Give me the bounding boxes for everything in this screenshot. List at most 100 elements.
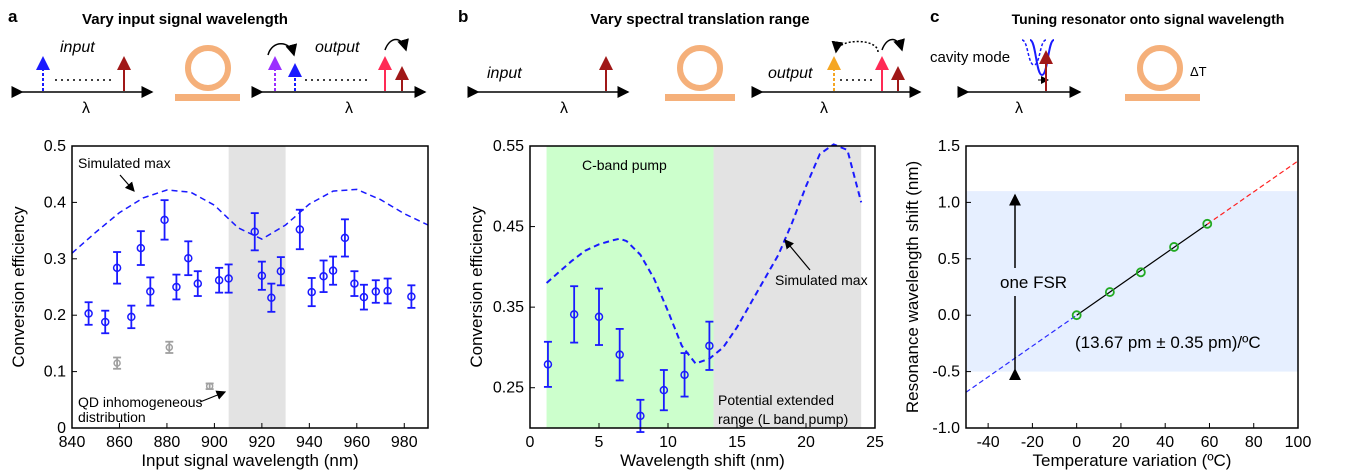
- l-band-region: [713, 146, 862, 428]
- panel-b-output-label: output: [768, 65, 813, 82]
- data-point: [569, 310, 579, 319]
- x-axis-label: Wavelength shift (nm): [620, 451, 785, 470]
- x-axis-label: Input signal wavelength (nm): [141, 451, 358, 470]
- annotation-simulated-max: Simulated max: [78, 155, 171, 171]
- panel-c-title: Tuning resonator onto signal wavelength: [1012, 11, 1285, 27]
- x-tick-label: 840: [59, 434, 86, 451]
- y-tick-label: 0.45: [493, 219, 524, 236]
- annotation-simulated-max: Simulated max: [775, 272, 868, 288]
- cavity-mode-label: cavity mode: [930, 49, 1010, 66]
- data-point: [705, 341, 714, 351]
- fit-extrapolation-high: [1206, 160, 1299, 225]
- data-point: [112, 263, 122, 273]
- x-tick-label: 20: [797, 434, 815, 451]
- panel-b-label: b: [458, 7, 468, 26]
- waveguide: [175, 94, 240, 101]
- data-point: [1104, 287, 1115, 297]
- data-point: [340, 233, 350, 243]
- data-point: [100, 317, 110, 327]
- annotation-arrow: [784, 239, 811, 271]
- panel-c-label: c: [930, 7, 939, 26]
- fsr-label-bg: [995, 268, 1067, 296]
- data-point: [1169, 242, 1179, 252]
- fit-extrapolation-low: [965, 314, 1078, 393]
- data-point: [295, 225, 305, 234]
- data-point: [257, 271, 267, 280]
- data-point: [659, 385, 669, 395]
- y-tick-label: 1.0: [938, 194, 960, 211]
- x-tick-label: 0: [1072, 434, 1081, 451]
- annotation-qd-line: QD inhomogeneous: [78, 394, 203, 410]
- x-tick-label: 860: [106, 434, 133, 451]
- chart-c: -40 -20 0 20 40 60 80 100 -1.0 -0.5 0.0 0.5 1.0 1.5 Te…: [903, 138, 1311, 470]
- data-point: [636, 411, 645, 421]
- y-tick-label: 0.5: [938, 251, 960, 268]
- panel-c-schematic: c Tuning resonator onto signal wavelengt…: [930, 7, 1284, 117]
- cavity-dip: [1029, 39, 1055, 77]
- y-axis-label: Conversion efficiency: [9, 206, 28, 368]
- qd-data-point: [113, 359, 121, 367]
- y-tick-label: 0.25: [493, 380, 524, 397]
- ring-resonator: [677, 45, 723, 91]
- curved-arrow: [881, 38, 905, 52]
- panel-a-input-label: input: [60, 39, 95, 56]
- data-point: [371, 287, 381, 296]
- waveguide: [1125, 94, 1200, 101]
- data-point: [250, 227, 259, 236]
- data-point: [136, 243, 146, 253]
- x-tick-label: 940: [296, 434, 323, 451]
- x-tick-label: -40: [977, 434, 1000, 451]
- data-point: [328, 266, 338, 275]
- y-tick-label: 0.3: [44, 251, 66, 268]
- y-tick-label: -1.0: [932, 420, 960, 437]
- plot-frame: [71, 145, 429, 429]
- y-tick-label: 0.2: [44, 307, 66, 324]
- y-tick-label: 0.1: [44, 364, 66, 381]
- data-point: [193, 279, 203, 288]
- y-tick-label: 0.35: [493, 299, 524, 316]
- x-tick-label: -20: [1021, 434, 1044, 451]
- panel-a-schematic: a Vary input signal wavelength input λ o…: [8, 7, 427, 117]
- data-point: [224, 274, 233, 283]
- data-point: [615, 350, 624, 359]
- panel-c-lambda: λ: [1015, 100, 1023, 117]
- panel-b-schematic: b Vary spectral translation range input …: [458, 7, 922, 117]
- data-point: [383, 286, 392, 296]
- panel-a-lambda: λ: [345, 100, 353, 117]
- x-tick-label: 40: [1156, 434, 1174, 451]
- annotation-c-band: C-band pump: [582, 157, 667, 173]
- data-point: [276, 266, 286, 276]
- ring-resonator: [1137, 45, 1183, 91]
- simulated-max-line: [545, 143, 863, 365]
- annotation-qd: QD inhomogeneous distribution: [78, 394, 203, 425]
- x-tick-label: 80: [1245, 434, 1263, 451]
- y-tick-label: 1.5: [938, 138, 960, 155]
- annotation-fsr: one FSR: [1000, 273, 1067, 292]
- data-point: [214, 275, 224, 285]
- y-tick-label: 0.4: [44, 194, 66, 211]
- annotation-extended-line: Potential extended: [718, 392, 834, 408]
- data-point: [1071, 310, 1082, 321]
- shaded-region: [228, 146, 286, 428]
- data-point: [267, 293, 276, 302]
- simulated-max-line: [71, 188, 429, 254]
- data-point: [146, 287, 155, 296]
- annotation-qd-line: distribution: [78, 409, 146, 425]
- y-tick-label: 0: [57, 420, 66, 437]
- curved-arrow: [831, 40, 879, 54]
- data-point: [127, 312, 136, 322]
- data-point: [160, 215, 169, 225]
- y-tick-label: 0.5: [44, 138, 66, 155]
- cavity-dip-shifted: [1021, 39, 1047, 66]
- x-tick-label: 920: [249, 434, 276, 451]
- panel-b-title: Vary spectral translation range: [590, 11, 809, 28]
- chart-b: 0 5 10 15 20 25 0.25 0.35 0.45 0.55 Wavelength shi…: [467, 138, 884, 470]
- x-axis-label: Temperature variation (ºC): [1033, 451, 1232, 470]
- data-point: [543, 360, 553, 369]
- annotation-extended: Potential extended range (L band pump): [718, 392, 848, 427]
- data-point: [184, 253, 193, 263]
- qd-data-point: [205, 382, 214, 391]
- qd-data-point: [165, 343, 174, 352]
- delta-t-label: ΔT: [1190, 64, 1207, 79]
